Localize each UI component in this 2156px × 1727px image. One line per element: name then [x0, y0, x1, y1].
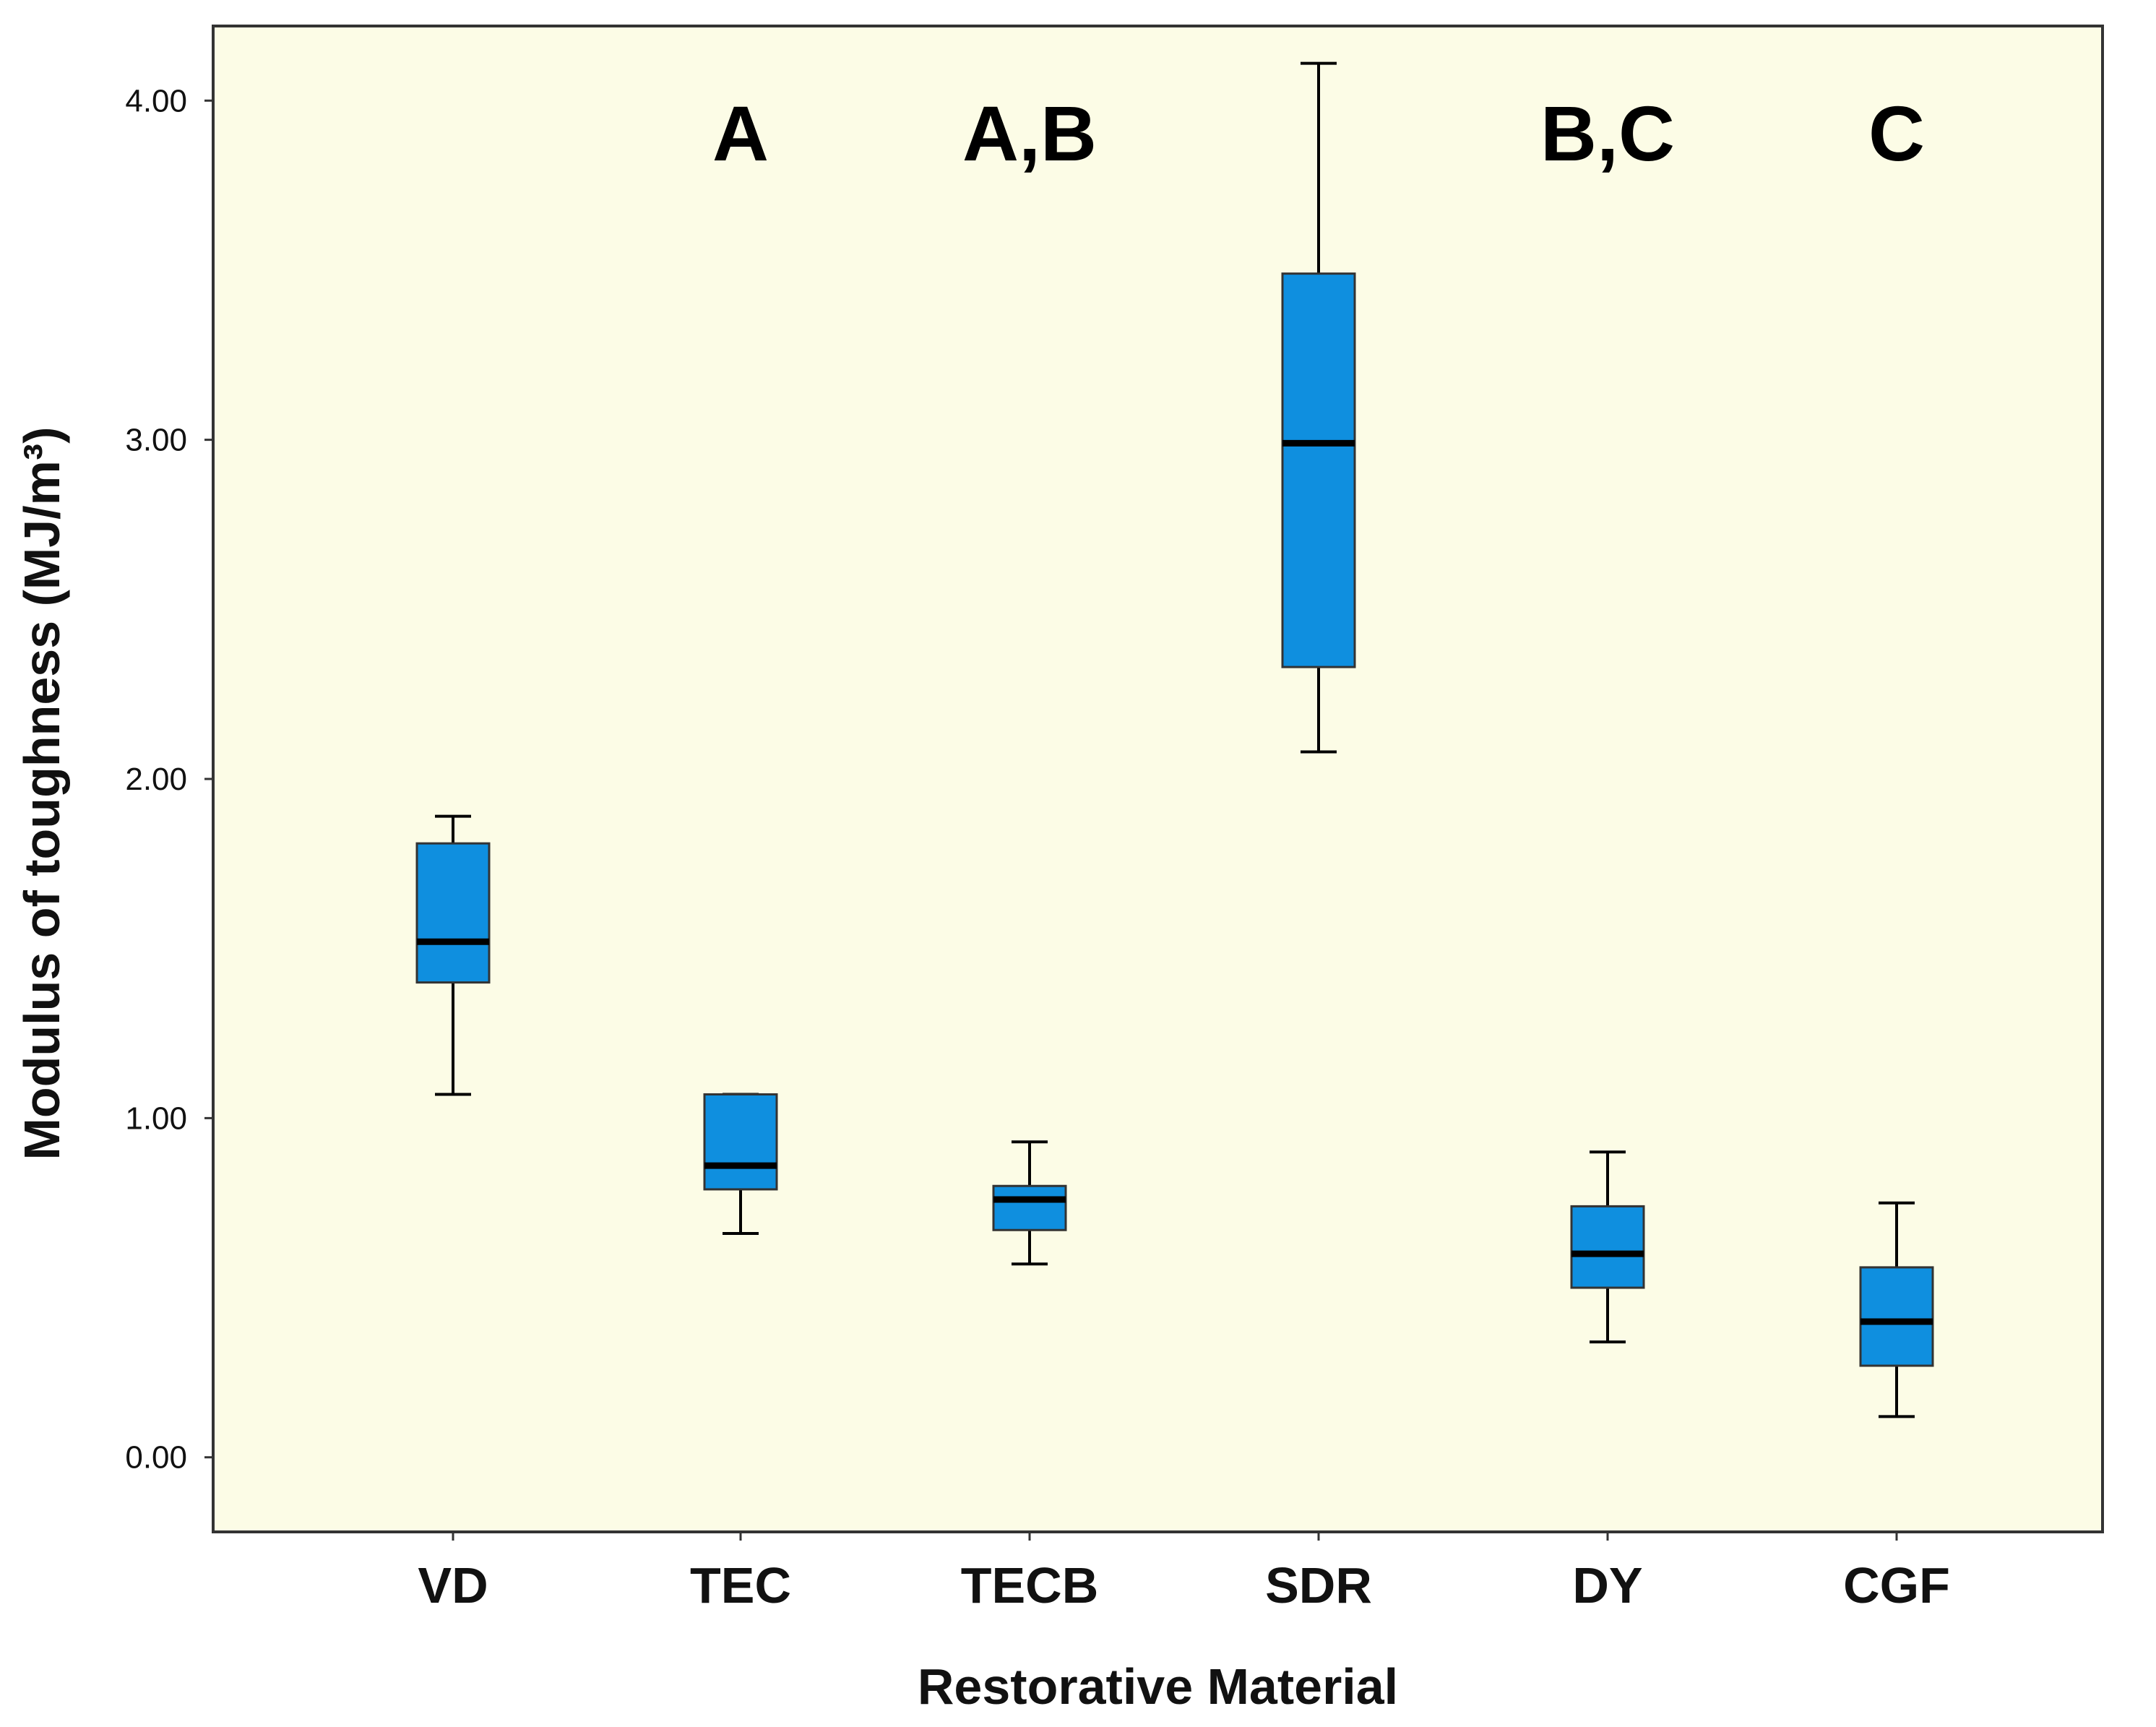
- y-tick-label: 1.00: [125, 1101, 187, 1136]
- box-tec: [703, 1093, 778, 1235]
- x-axis: VD TEC TECB SDR DY CGF: [418, 1532, 1950, 1614]
- x-tick-label: DY: [1572, 1557, 1642, 1614]
- boxes-layer: [415, 61, 1934, 1418]
- y-axis-title: Modulus of toughness (MJ/m³): [14, 427, 70, 1160]
- significance-letter: A,B: [962, 90, 1097, 177]
- x-tick-label: CGF: [1843, 1557, 1950, 1614]
- group-letters: A A,B B,C C: [712, 90, 1925, 177]
- box-sdr: [1281, 61, 1356, 754]
- iqr-box: [1859, 1266, 1934, 1367]
- x-tick-label: TECB: [961, 1557, 1099, 1614]
- box-vd: [415, 814, 491, 1096]
- significance-letter: C: [1868, 90, 1925, 177]
- iqr-box: [1570, 1205, 1645, 1289]
- box-dy: [1570, 1150, 1645, 1344]
- x-tick-label: VD: [418, 1557, 488, 1614]
- y-tick-label: 4.00: [125, 83, 187, 119]
- y-tick-label: 3.00: [125, 423, 187, 458]
- significance-letter: B,C: [1540, 90, 1675, 177]
- y-tick-label: 0.00: [125, 1440, 187, 1476]
- iqr-box: [703, 1093, 778, 1191]
- significance-letter: A: [712, 90, 769, 177]
- x-axis-title: Restorative Material: [918, 1658, 1398, 1715]
- y-axis: 0.00 1.00 2.00 3.00 4.00: [125, 83, 213, 1476]
- iqr-box: [992, 1184, 1067, 1231]
- box-cgf: [1859, 1201, 1934, 1418]
- y-tick-label: 2.00: [125, 762, 187, 797]
- iqr-box: [1281, 272, 1356, 668]
- plot-area: [212, 25, 2104, 1533]
- x-tick-label: SDR: [1265, 1557, 1372, 1614]
- x-tick-label: TEC: [690, 1557, 791, 1614]
- iqr-box: [415, 842, 491, 984]
- box-tecb: [992, 1140, 1067, 1266]
